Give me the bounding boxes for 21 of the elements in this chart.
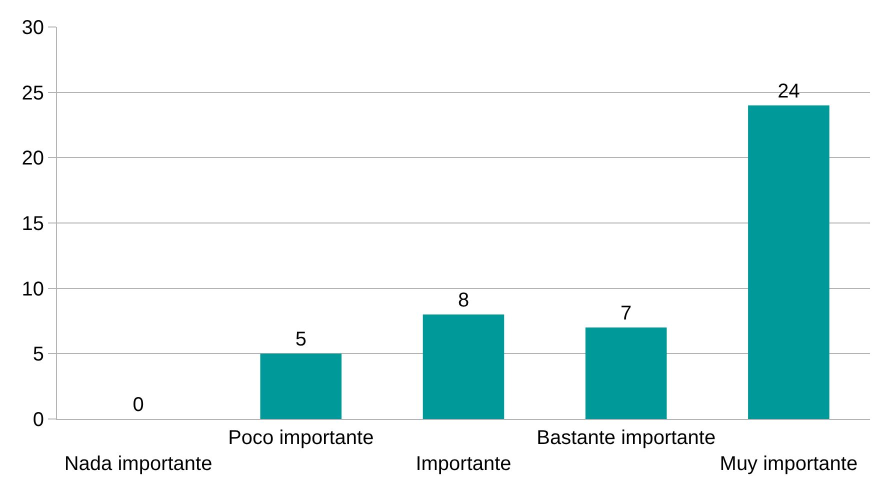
data-label: 7 <box>620 302 632 325</box>
data-label: 24 <box>778 80 800 102</box>
y-tick-label: 15 <box>22 213 44 235</box>
bar <box>585 328 667 419</box>
data-label: 0 <box>132 394 144 416</box>
bar <box>422 314 504 419</box>
data-label: 8 <box>458 289 470 312</box>
bar <box>260 354 342 419</box>
y-tick-label: 5 <box>32 344 44 366</box>
y-tick-label: 0 <box>32 409 44 431</box>
data-label: 5 <box>295 328 306 351</box>
x-tick-label: Muy importante <box>720 453 858 475</box>
x-tick-label: Nada importante <box>64 453 212 475</box>
x-tick-label: Bastante importante <box>536 427 716 449</box>
x-tick-label: Poco importante <box>228 427 374 449</box>
y-tick-label: 20 <box>22 148 44 170</box>
x-tick-label: Importante <box>416 453 512 475</box>
y-tick-label: 10 <box>22 278 44 300</box>
y-tick-label: 25 <box>22 82 44 104</box>
bar <box>748 105 830 419</box>
y-tick-label: 30 <box>22 17 44 39</box>
